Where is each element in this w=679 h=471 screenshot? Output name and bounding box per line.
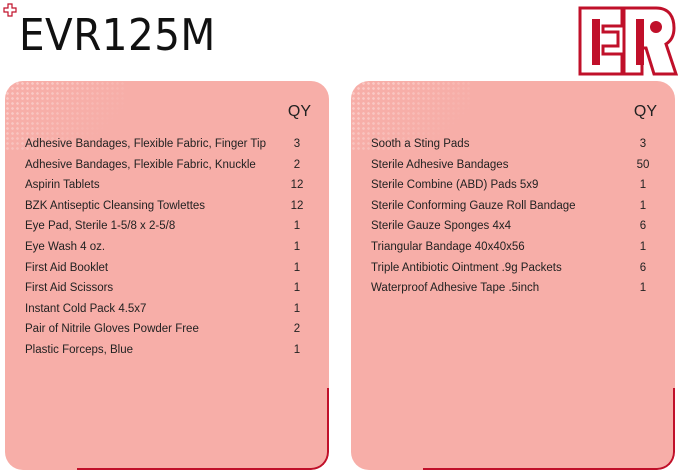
item-name: Triple Antibiotic Ointment .9g Packets <box>371 261 562 274</box>
medical-cross-icon <box>3 3 17 17</box>
accent-border <box>77 388 329 470</box>
list-item: Adhesive Bandages, Flexible Fabric, Fing… <box>25 134 307 155</box>
list-item: Eye Wash 4 oz. 1 <box>25 237 307 258</box>
item-quantity: 6 <box>639 220 647 233</box>
item-quantity: 2 <box>293 323 301 336</box>
accent-border <box>423 388 675 470</box>
item-quantity: 1 <box>639 179 647 192</box>
list-item: Pair of Nitrile Gloves Powder Free 2 <box>25 319 307 340</box>
item-quantity: 1 <box>639 240 647 253</box>
quantity-header: QY <box>287 103 311 120</box>
list-item: Sterile Conforming Gauze Roll Bandage 1 <box>371 196 653 217</box>
item-name: Eye Wash 4 oz. <box>25 240 106 253</box>
contents-panel-right: QY Sooth a Sting Pads 3 Sterile Adhesive B… <box>351 81 675 470</box>
item-name: Aspirin Tablets <box>25 179 100 192</box>
item-name: Sooth a Sting Pads <box>371 138 470 150</box>
product-title: EVR125M <box>19 10 216 61</box>
item-quantity: 1 <box>639 199 647 212</box>
list-item: Instant Cold Pack 4.5x7 1 <box>25 299 307 320</box>
item-quantity: 12 <box>290 179 304 192</box>
item-name: Triangular Bandage 40x40x56 <box>371 240 525 253</box>
item-name: Adhesive Bandages, Flexible Fabric, Fing… <box>25 138 266 150</box>
item-quantity: 1 <box>293 302 301 315</box>
item-name: First Aid Scissors <box>25 282 114 295</box>
item-name: Plastic Forceps, Blue <box>25 343 134 356</box>
list-item: Eye Pad, Sterile 1-5/8 x 2-5/8 1 <box>25 216 307 237</box>
list-item: Triple Antibiotic Ointment .9g Packets 6 <box>371 258 653 279</box>
item-quantity: 1 <box>293 343 301 356</box>
brand-logo <box>578 6 678 76</box>
item-quantity: 1 <box>293 240 301 253</box>
list-item: Adhesive Bandages, Flexible Fabric, Knuc… <box>25 155 307 176</box>
list-item: Sterile Combine (ABD) Pads 5x9 1 <box>371 175 653 196</box>
contents-panel-left: QY Adhesive Bandages, Flexible Fabric, F… <box>5 81 329 470</box>
quantity-header: QY <box>633 103 657 120</box>
item-name: Adhesive Bandages, Flexible Fabric, Knuc… <box>25 158 256 171</box>
dot-pattern <box>5 81 125 151</box>
item-quantity: 1 <box>639 282 647 295</box>
list-item: First Aid Booklet 1 <box>25 258 307 279</box>
item-quantity: 1 <box>293 282 301 295</box>
item-name: BZK Antiseptic Cleansing Towlettes <box>25 199 206 212</box>
item-name: Sterile Conforming Gauze Roll Bandage <box>371 199 576 212</box>
dot-pattern <box>351 81 471 151</box>
list-item: Plastic Forceps, Blue 1 <box>25 340 307 361</box>
item-name: Eye Pad, Sterile 1-5/8 x 2-5/8 <box>25 220 176 233</box>
item-quantity: 12 <box>290 199 304 212</box>
item-quantity: 1 <box>293 220 301 233</box>
list-item: First Aid Scissors 1 <box>25 278 307 299</box>
list-item: Aspirin Tablets 12 <box>25 175 307 196</box>
item-name: Instant Cold Pack 4.5x7 <box>25 302 147 315</box>
item-quantity: 1 <box>293 261 301 274</box>
item-name: Waterproof Adhesive Tape .5inch <box>371 282 540 295</box>
item-quantity: 6 <box>639 261 647 274</box>
item-name: Pair of Nitrile Gloves Powder Free <box>25 323 199 336</box>
item-name: Sterile Adhesive Bandages <box>371 158 509 171</box>
list-item: Sterile Gauze Sponges 4x4 6 <box>371 216 653 237</box>
item-name: First Aid Booklet <box>25 261 109 274</box>
list-item: Sterile Adhesive Bandages 50 <box>371 155 653 176</box>
list-item: Sooth a Sting Pads 3 <box>371 134 653 155</box>
item-quantity: 3 <box>639 138 647 150</box>
item-quantity: 3 <box>293 138 301 150</box>
list-item: Triangular Bandage 40x40x56 1 <box>371 237 653 258</box>
list-item: Waterproof Adhesive Tape .5inch 1 <box>371 278 653 299</box>
list-item: BZK Antiseptic Cleansing Towlettes 12 <box>25 196 307 217</box>
item-name: Sterile Gauze Sponges 4x4 <box>371 220 512 233</box>
item-quantity: 50 <box>636 158 650 171</box>
item-quantity: 2 <box>293 158 301 171</box>
item-name: Sterile Combine (ABD) Pads 5x9 <box>371 179 539 192</box>
